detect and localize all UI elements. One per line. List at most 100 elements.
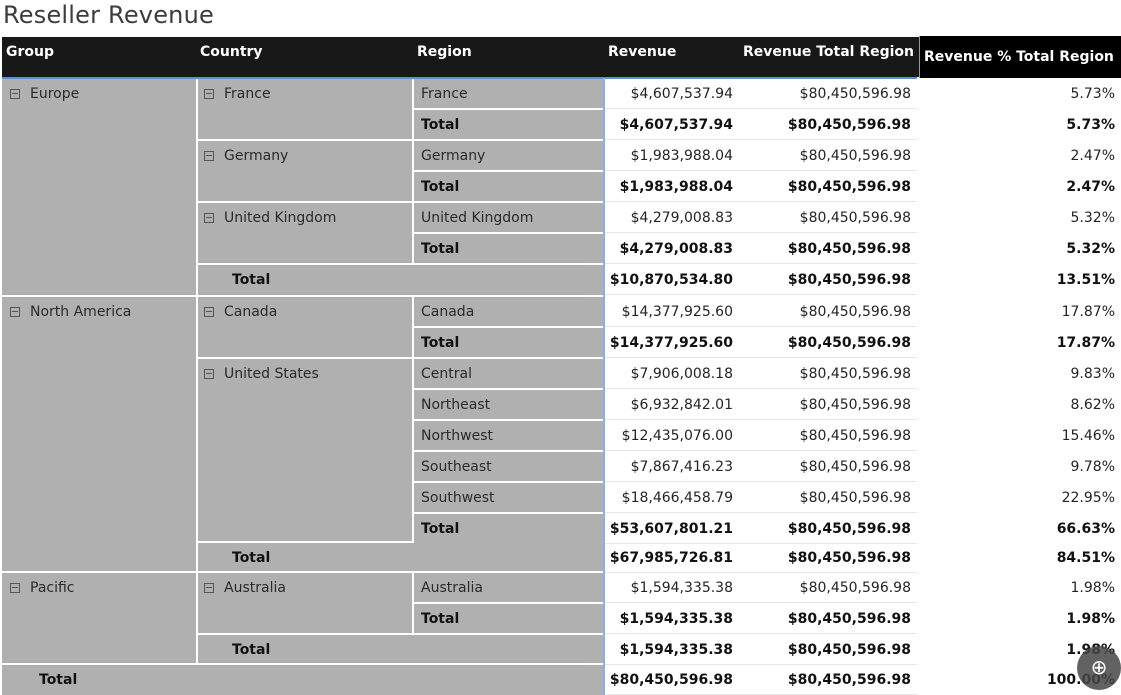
revenue-pct-cell: 66.63% bbox=[1056, 521, 1115, 537]
revenue-cell: $12,435,076.00 bbox=[621, 428, 733, 444]
column-header-group[interactable]: Group bbox=[2, 37, 196, 77]
country-cell-australia: Australia bbox=[198, 573, 412, 633]
column-header-region[interactable]: Region bbox=[413, 37, 604, 77]
revenue-cell: $1,594,335.38 bbox=[619, 611, 733, 627]
collapse-icon[interactable] bbox=[204, 151, 214, 161]
country-cell-united-kingdom: United Kingdom bbox=[198, 203, 412, 263]
row-separator bbox=[605, 108, 917, 109]
revenue-total-region-cell: $80,450,596.98 bbox=[799, 86, 911, 102]
collapse-icon[interactable] bbox=[204, 213, 214, 223]
group-cell-europe: Europe bbox=[2, 79, 196, 295]
revenue-total-region-cell: $80,450,596.98 bbox=[799, 428, 911, 444]
revenue-pct-cell: 8.62% bbox=[1070, 397, 1115, 413]
region-cell: Total bbox=[414, 234, 603, 263]
revenue-total-region-cell: $80,450,596.98 bbox=[787, 611, 911, 627]
header-underline bbox=[2, 77, 917, 79]
revenue-total-region-cell: $80,450,596.98 bbox=[787, 642, 911, 658]
revenue-pct-cell: 9.83% bbox=[1070, 366, 1115, 382]
revenue-cell: $1,983,988.04 bbox=[630, 148, 733, 164]
revenue-total-region-cell: $80,450,596.98 bbox=[799, 304, 911, 320]
collapse-icon[interactable] bbox=[204, 307, 214, 317]
revenue-cell: $14,377,925.60 bbox=[609, 335, 733, 351]
revenue-pct-cell: 5.32% bbox=[1070, 210, 1115, 226]
revenue-pct-cell: 13.51% bbox=[1056, 272, 1115, 288]
collapse-icon[interactable] bbox=[204, 89, 214, 99]
revenue-total-region-cell: $80,450,596.98 bbox=[787, 117, 911, 133]
row-separator bbox=[605, 170, 917, 171]
zoom-in-icon[interactable]: ⊕ bbox=[1077, 646, 1121, 690]
revenue-pct-cell: 84.51% bbox=[1056, 550, 1115, 566]
row-separator bbox=[605, 232, 917, 233]
group-total-pacific: Total bbox=[198, 635, 603, 663]
revenue-cell: $6,932,842.01 bbox=[630, 397, 733, 413]
collapse-icon[interactable] bbox=[10, 89, 20, 99]
revenue-pct-cell: 22.95% bbox=[1061, 490, 1115, 506]
collapse-icon[interactable] bbox=[10, 307, 20, 317]
country-cell-canada: Canada bbox=[198, 297, 412, 357]
revenue-pct-cell: 5.73% bbox=[1070, 86, 1115, 102]
group-label-pacific: Pacific bbox=[30, 580, 75, 596]
column-header-revenue[interactable]: Revenue bbox=[604, 37, 739, 77]
column-header-country[interactable]: Country bbox=[196, 37, 413, 77]
region-cell: Total bbox=[414, 604, 603, 633]
revenue-cell: $7,906,008.18 bbox=[630, 366, 733, 382]
region-cell: Northwest bbox=[414, 421, 603, 450]
row-separator bbox=[605, 419, 917, 420]
revenue-pct-cell: 2.47% bbox=[1066, 179, 1115, 195]
revenue-total-region-cell: $80,450,596.98 bbox=[787, 241, 911, 257]
region-cell: Northeast bbox=[414, 390, 603, 419]
revenue-total-region-cell: $80,450,596.98 bbox=[787, 335, 911, 351]
region-cell: Total bbox=[414, 514, 603, 543]
region-cell: Total bbox=[414, 328, 603, 357]
region-cell: Southwest bbox=[414, 483, 603, 512]
row-separator bbox=[605, 633, 917, 634]
group-label-europe: Europe bbox=[30, 86, 80, 102]
row-separator bbox=[605, 201, 917, 202]
revenue-cell: $4,279,008.83 bbox=[630, 210, 733, 226]
column-header-revenue-pct-total-region[interactable]: Revenue % Total Region bbox=[919, 36, 1121, 78]
region-cell: Canada bbox=[414, 297, 603, 326]
column-divider bbox=[603, 78, 605, 695]
row-separator bbox=[605, 450, 917, 451]
revenue-cell: $14,377,925.60 bbox=[621, 304, 733, 320]
revenue-pct-cell: 2.47% bbox=[1070, 148, 1115, 164]
revenue-cell: $1,594,335.38 bbox=[630, 580, 733, 596]
region-cell: Total bbox=[414, 172, 603, 201]
revenue-pct-cell: 5.73% bbox=[1066, 117, 1115, 133]
group-cell-pacific: Pacific bbox=[2, 573, 196, 663]
revenue-cell: $4,607,537.94 bbox=[619, 117, 733, 133]
country-label-germany: Germany bbox=[224, 148, 289, 164]
region-cell: Central bbox=[414, 359, 603, 388]
country-label-united-kingdom: United Kingdom bbox=[224, 210, 337, 226]
revenue-pct-cell: 1.98% bbox=[1066, 611, 1115, 627]
country-label-canada: Canada bbox=[224, 304, 278, 320]
revenue-total-region-cell: $80,450,596.98 bbox=[799, 148, 911, 164]
revenue-cell: $53,607,801.21 bbox=[609, 521, 733, 537]
region-cell: Australia bbox=[414, 573, 603, 602]
revenue-total-region-cell: $80,450,596.98 bbox=[799, 490, 911, 506]
group-total-europe: Total bbox=[198, 265, 603, 295]
revenue-cell: $80,450,596.98 bbox=[609, 672, 733, 688]
row-separator bbox=[605, 602, 917, 603]
country-label-australia: Australia bbox=[224, 580, 286, 596]
revenue-total-region-cell: $80,450,596.98 bbox=[787, 179, 911, 195]
row-separator bbox=[605, 572, 917, 573]
group-total-north-america: Total bbox=[198, 543, 603, 571]
region-cell: United Kingdom bbox=[414, 203, 603, 232]
group-label-north-america: North America bbox=[30, 304, 132, 320]
region-cell: France bbox=[414, 79, 603, 108]
collapse-icon[interactable] bbox=[204, 369, 214, 379]
revenue-total-region-cell: $80,450,596.98 bbox=[787, 672, 911, 688]
collapse-icon[interactable] bbox=[204, 583, 214, 593]
row-separator bbox=[605, 139, 917, 140]
row-separator bbox=[605, 357, 917, 358]
grand-total-label: Total bbox=[2, 665, 603, 695]
row-separator bbox=[605, 512, 917, 513]
collapse-icon[interactable] bbox=[10, 583, 20, 593]
row-separator bbox=[605, 263, 917, 264]
revenue-cell: $1,594,335.38 bbox=[619, 642, 733, 658]
revenue-pct-cell: 17.87% bbox=[1056, 335, 1115, 351]
country-cell-united-states: United States bbox=[198, 359, 412, 541]
revenue-total-region-cell: $80,450,596.98 bbox=[799, 580, 911, 596]
column-header-revenue-total-region[interactable]: Revenue Total Region bbox=[739, 37, 919, 77]
